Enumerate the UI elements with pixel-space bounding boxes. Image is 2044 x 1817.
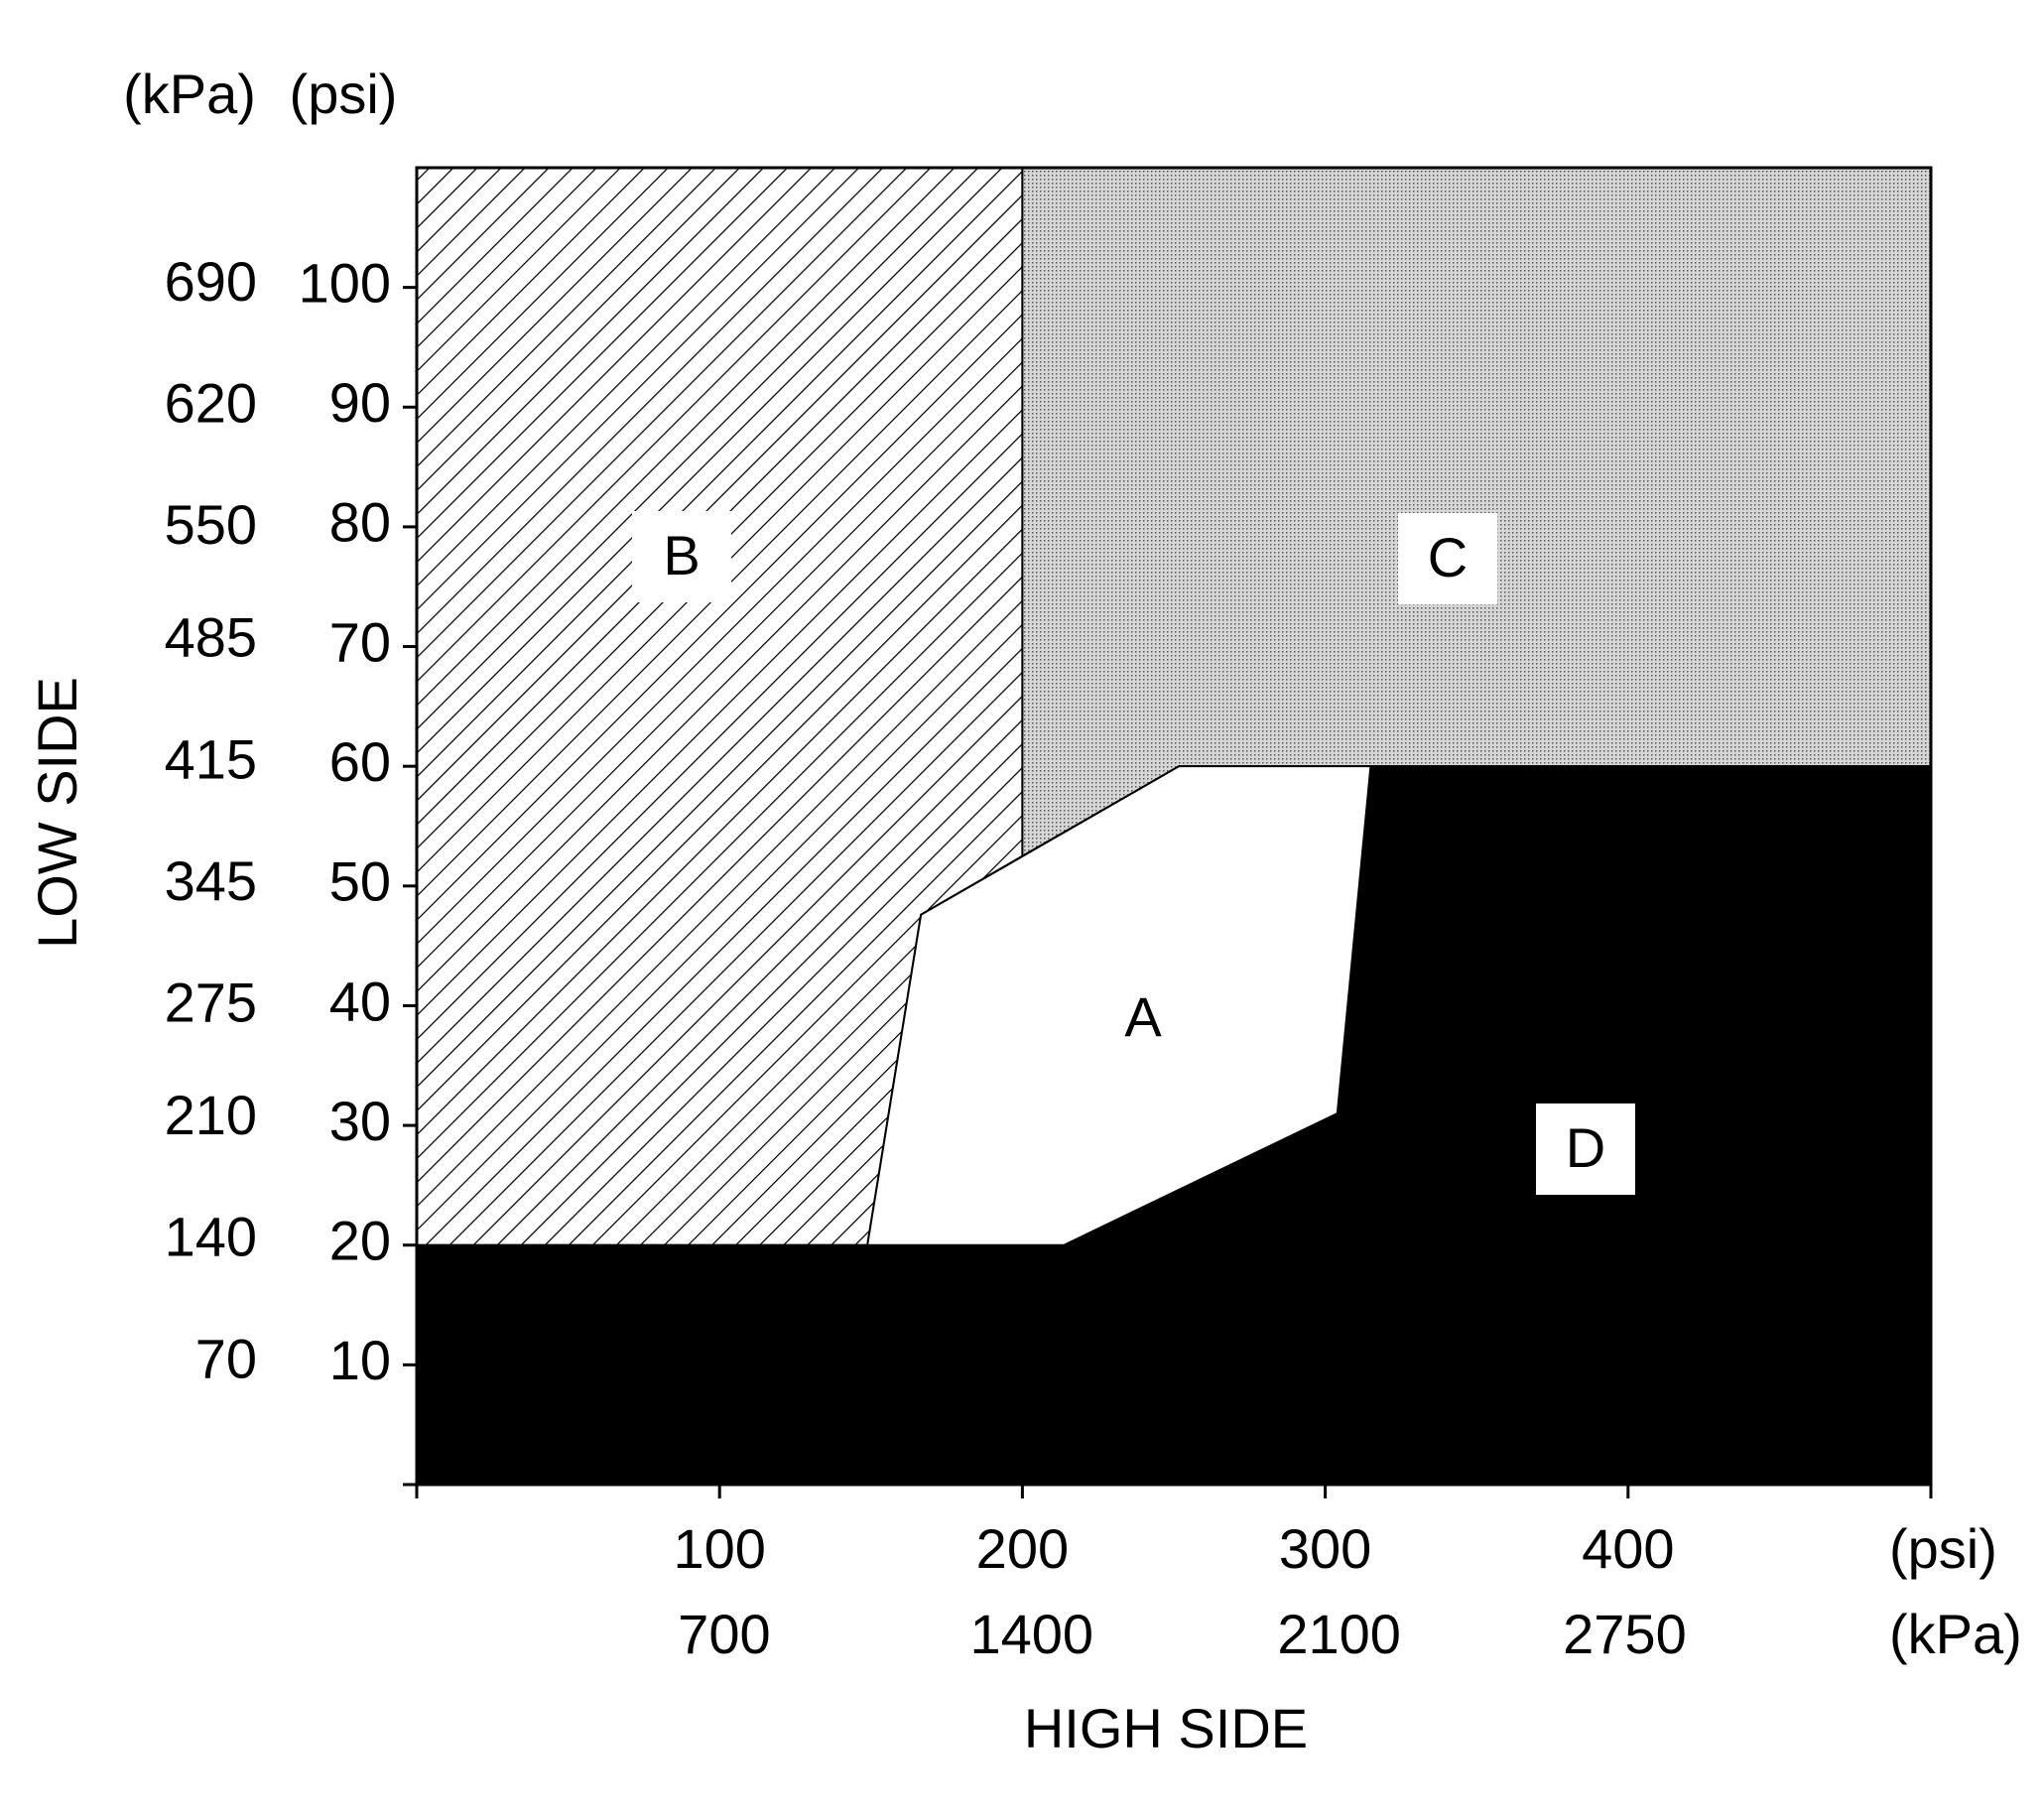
y-tick-label: 10 [329,1329,391,1391]
y-tick-label: 60 [329,730,391,793]
x2-tick-label: 2100 [1277,1603,1401,1665]
y2-tick-label: 275 [165,971,257,1033]
y2-tick-label: 690 [165,250,257,313]
y2-tick-label: 140 [165,1206,257,1268]
y2-tick-label: 70 [195,1327,257,1389]
y2-tick-label: 415 [165,727,257,790]
region-label-box [1398,513,1497,604]
region-label-box [632,511,731,602]
y2-tick-label: 485 [165,606,257,669]
region-label: C [1428,526,1468,588]
y-tick-label: 70 [329,610,391,673]
x2-units: (kPa) [1889,1603,2022,1665]
x-tick-label: 400 [1582,1517,1674,1580]
x-tick-label: 300 [1279,1517,1371,1580]
y-axis-title: LOW SIDE [26,677,88,949]
x-tick-label: 200 [976,1517,1069,1580]
region-label: B [663,524,700,586]
y-units: (psi) [290,63,398,125]
y-tick-label: 100 [299,251,391,314]
region-label-box [1536,1103,1635,1195]
region [865,765,1372,1246]
x2-tick-label: 1400 [969,1603,1093,1665]
y-tick-label: 20 [329,1210,391,1272]
y2-tick-label: 620 [165,371,257,434]
x-units: (psi) [1889,1517,1997,1580]
region [1021,167,1932,858]
y-tick-label: 80 [329,491,391,554]
x2-tick-label: 2750 [1563,1603,1687,1665]
y2-tick-label: 210 [165,1084,257,1146]
y-tick-label: 90 [329,371,391,434]
x-axis-title: HIGH SIDE [1024,1697,1308,1759]
y-tick-label: 50 [329,850,391,913]
y2-tick-label: 550 [165,493,257,556]
y-tick-label: 40 [329,970,391,1032]
region-label: D [1566,1116,1605,1179]
y-tick-label: 30 [329,1090,391,1152]
region-label: A [1124,985,1162,1048]
x-tick-label: 100 [673,1517,765,1580]
x2-tick-label: 700 [678,1603,770,1665]
y2-units: (kPa) [123,63,256,125]
plot-frame [415,166,1933,1487]
y2-tick-label: 345 [165,849,257,912]
